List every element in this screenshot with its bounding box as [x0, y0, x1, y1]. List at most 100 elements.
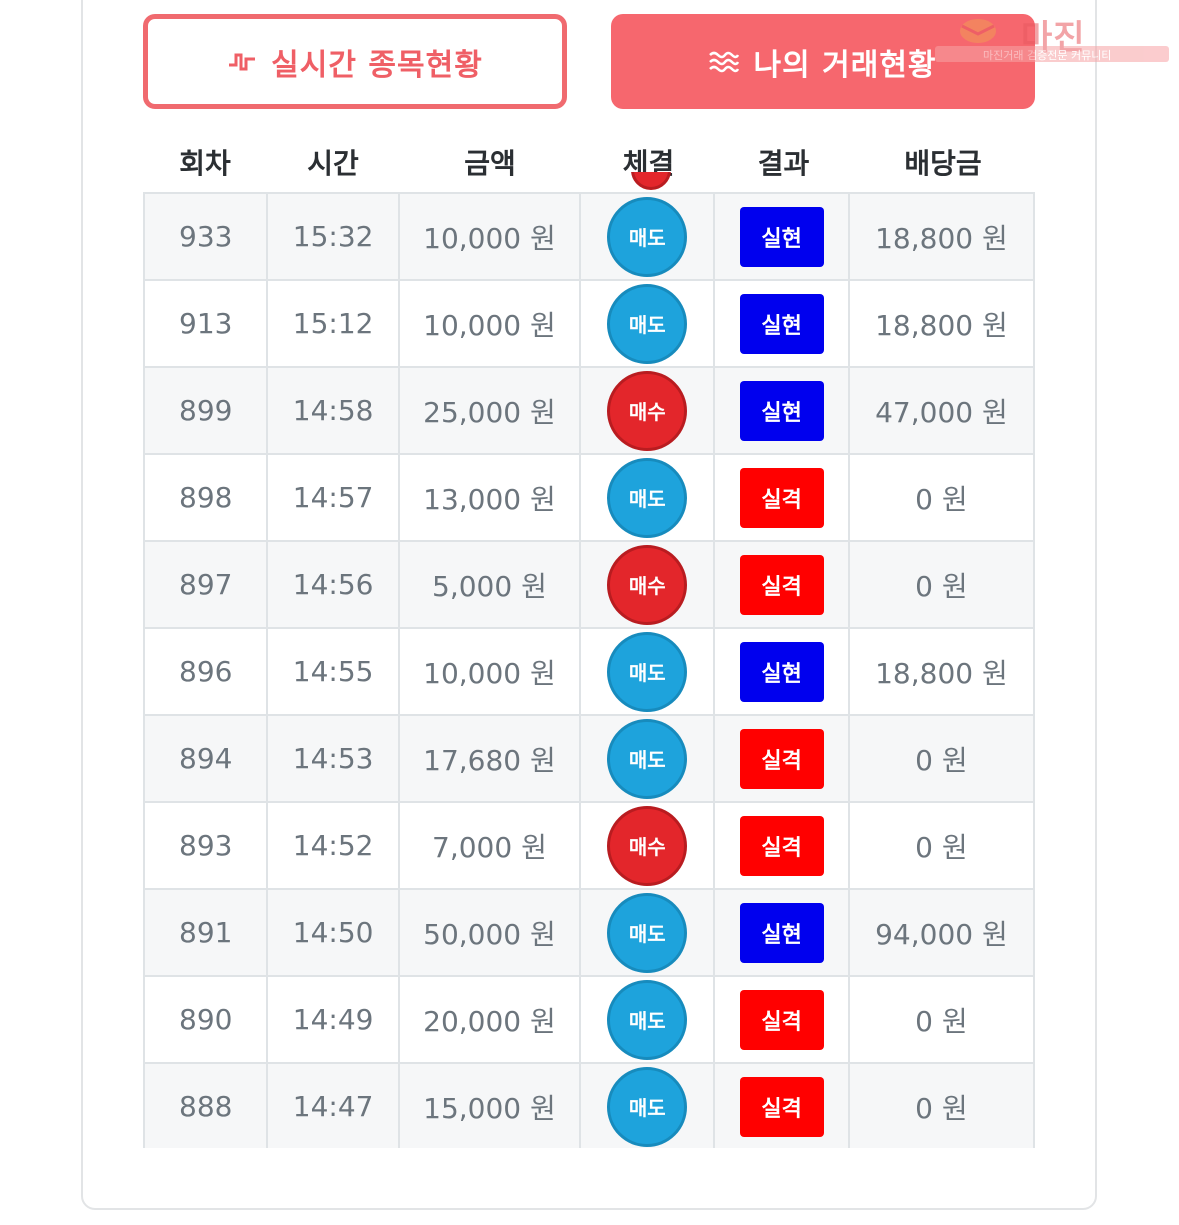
- table-header: 회차 시간 금액 체결 결과 배당금: [143, 132, 1035, 192]
- cell-result: 실격: [715, 1064, 850, 1148]
- trade-type-badge: 매도: [607, 718, 688, 799]
- cell-payout: 47,000 원: [875, 395, 1008, 429]
- result-badge: 실현: [739, 206, 824, 267]
- trade-type-badge: 매도: [607, 631, 688, 712]
- cell-result: 실격: [715, 803, 850, 888]
- cell-amount: 13,000 원: [400, 455, 582, 540]
- cell-round: 898: [145, 455, 269, 540]
- cell-round: 913: [145, 281, 269, 366]
- cell-amount: 10,000 원: [400, 281, 582, 366]
- result-badge: 실격: [739, 1076, 824, 1137]
- table-row: 913 15:12 10,000 원 매도 실현 18,800 원: [145, 279, 1033, 366]
- trade-table-body[interactable]: 933 15:32 10,000 원 매도 실현 18,800 원 913 15:12 10,0…: [143, 192, 1035, 1148]
- cell-round: 897: [145, 542, 269, 627]
- result-badge: 실현: [739, 380, 824, 441]
- cell-time: 14:49: [268, 977, 400, 1062]
- cell-time: 14:58: [268, 368, 400, 453]
- cell-payout: 94,000 원: [875, 917, 1008, 951]
- cell-result: 실격: [715, 716, 850, 801]
- tab-my-trades-label: 나의 거래현황: [753, 47, 937, 83]
- cell-result: 실현: [715, 194, 850, 279]
- cell-payout: 0 원: [915, 743, 968, 777]
- trade-type-badge: 매도: [607, 1066, 688, 1147]
- table-row: 933 15:32 10,000 원 매도 실현 18,800 원: [145, 192, 1033, 279]
- cell-trade: 매도: [581, 194, 716, 279]
- result-badge: 실현: [739, 902, 824, 963]
- pulse-icon: [227, 49, 257, 75]
- cell-payout: 0 원: [915, 830, 968, 864]
- cell-trade: 매수: [581, 542, 716, 627]
- cell-payout: 18,800 원: [875, 308, 1008, 342]
- trade-type-badge: 매도: [607, 979, 688, 1060]
- trade-type-badge: 매수: [607, 805, 688, 886]
- cell-result: 실현: [715, 281, 850, 366]
- tab-my-trades[interactable]: 나의 거래현황: [611, 14, 1035, 109]
- header-time: 시간: [307, 147, 359, 180]
- waves-icon: [709, 51, 740, 73]
- cell-trade: 매도: [581, 629, 716, 714]
- table-row: 893 14:52 7,000 원 매수 실격 0 원: [145, 801, 1033, 888]
- trade-type-badge: 매도: [607, 892, 688, 973]
- cell-round: 891: [145, 890, 269, 975]
- cell-result: 실현: [715, 890, 850, 975]
- cell-amount: 25,000 원: [400, 368, 582, 453]
- trade-type-badge: 매수: [607, 370, 688, 451]
- cell-time: 15:12: [268, 281, 400, 366]
- table-row: 897 14:56 5,000 원 매수 실격 0 원: [145, 540, 1033, 627]
- cell-result: 실현: [715, 629, 850, 714]
- cell-amount: 20,000 원: [400, 977, 582, 1062]
- cell-round: 894: [145, 716, 269, 801]
- header-payout: 배당금: [904, 147, 982, 180]
- cell-payout: 0 원: [915, 482, 968, 516]
- table-row: 896 14:55 10,000 원 매도 실현 18,800 원: [145, 627, 1033, 714]
- cell-amount: 7,000 원: [400, 803, 582, 888]
- result-badge: 실격: [739, 467, 824, 528]
- header-result: 결과: [757, 147, 810, 180]
- cell-trade: 매도: [581, 890, 716, 975]
- cell-amount: 5,000 원: [400, 542, 582, 627]
- trade-type-badge: 매도: [607, 283, 688, 364]
- cell-trade: 매도: [581, 977, 716, 1062]
- cell-time: 14:50: [268, 890, 400, 975]
- result-badge: 실격: [739, 728, 824, 789]
- header-amount: 금액: [464, 147, 516, 180]
- trade-type-badge: 매도: [607, 457, 688, 538]
- cell-round: 899: [145, 368, 269, 453]
- cell-trade: 매도: [581, 455, 716, 540]
- scrolled-trade-badge: [631, 172, 671, 192]
- cell-payout: 0 원: [915, 1004, 968, 1038]
- cell-amount: 10,000 원: [400, 629, 582, 714]
- cell-round: 933: [145, 194, 269, 279]
- cell-time: 14:52: [268, 803, 400, 888]
- cell-round: 893: [145, 803, 269, 888]
- tab-realtime-status[interactable]: 실시간 종목현황: [143, 14, 567, 109]
- result-badge: 실격: [739, 554, 824, 615]
- cell-round: 896: [145, 629, 269, 714]
- cell-trade: 매수: [581, 803, 716, 888]
- cell-result: 실격: [715, 542, 850, 627]
- cell-payout: 0 원: [915, 569, 968, 603]
- cell-amount: 50,000 원: [400, 890, 582, 975]
- cell-payout: 0 원: [915, 1091, 968, 1125]
- tab-realtime-label: 실시간 종목현황: [271, 47, 483, 83]
- trade-type-badge: 매수: [607, 544, 688, 625]
- cell-round: 888: [145, 1064, 269, 1148]
- cell-result: 실격: [715, 977, 850, 1062]
- header-round: 회차: [179, 147, 231, 180]
- cell-time: 15:32: [268, 194, 400, 279]
- cell-time: 14:56: [268, 542, 400, 627]
- result-badge: 실격: [739, 989, 824, 1050]
- cell-trade: 매도: [581, 1064, 716, 1148]
- cell-time: 14:47: [268, 1064, 400, 1148]
- table-row: 888 14:47 15,000 원 매도 실격 0 원: [145, 1062, 1033, 1148]
- result-badge: 실현: [739, 293, 824, 354]
- result-badge: 실현: [739, 641, 824, 702]
- cell-result: 실현: [715, 368, 850, 453]
- table-row: 898 14:57 13,000 원 매도 실격 0 원: [145, 453, 1033, 540]
- cell-result: 실격: [715, 455, 850, 540]
- cell-amount: 15,000 원: [400, 1064, 582, 1148]
- table-row: 891 14:50 50,000 원 매도 실현 94,000 원: [145, 888, 1033, 975]
- cell-payout: 18,800 원: [875, 221, 1008, 255]
- cell-payout: 18,800 원: [875, 656, 1008, 690]
- cell-time: 14:57: [268, 455, 400, 540]
